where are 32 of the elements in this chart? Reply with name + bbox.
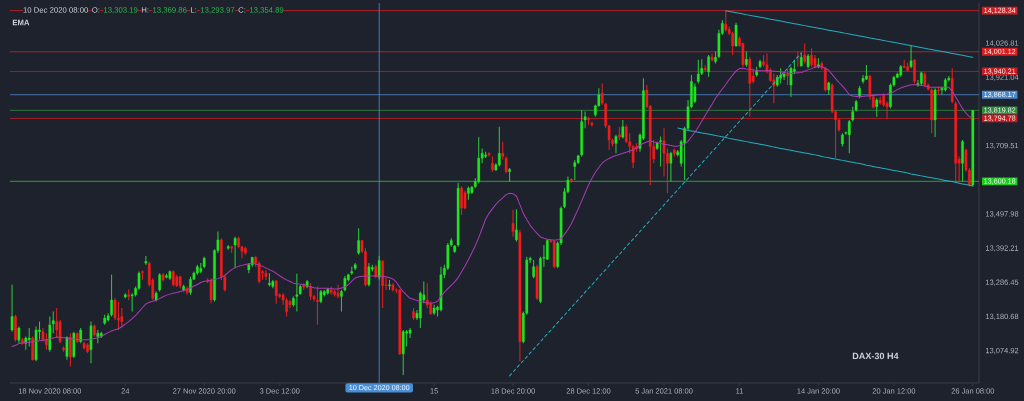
candlestick [734, 22, 738, 48]
candlestick [357, 227, 360, 256]
text: DAX-30 H4 [852, 352, 899, 360]
candlestick [14, 314, 17, 343]
candlestick [158, 272, 161, 293]
candlestick [69, 332, 72, 368]
candlestick [573, 159, 577, 181]
candlestick [909, 44, 913, 69]
candlestick [724, 10, 728, 32]
candlestick [55, 307, 59, 339]
candlestick [401, 329, 405, 376]
candlestick [961, 139, 964, 183]
candlestick [189, 276, 192, 296]
candlestick [10, 284, 14, 333]
candlestick [285, 297, 288, 317]
candlestick [693, 82, 697, 104]
candlestick [913, 58, 916, 84]
candlestick [497, 126, 501, 168]
candlestick [707, 54, 710, 78]
candlestick [144, 255, 148, 266]
candlestick [532, 259, 535, 279]
candlestick [460, 186, 463, 216]
candlestick [27, 327, 31, 348]
candlestick [117, 301, 120, 331]
candlestick [696, 59, 700, 84]
candlestick [659, 135, 662, 168]
candlestick [388, 279, 391, 291]
candlestick [515, 208, 518, 243]
candlestick [511, 209, 515, 238]
candlestick [590, 121, 594, 128]
candlestick [316, 285, 319, 326]
candlestick [669, 151, 673, 183]
